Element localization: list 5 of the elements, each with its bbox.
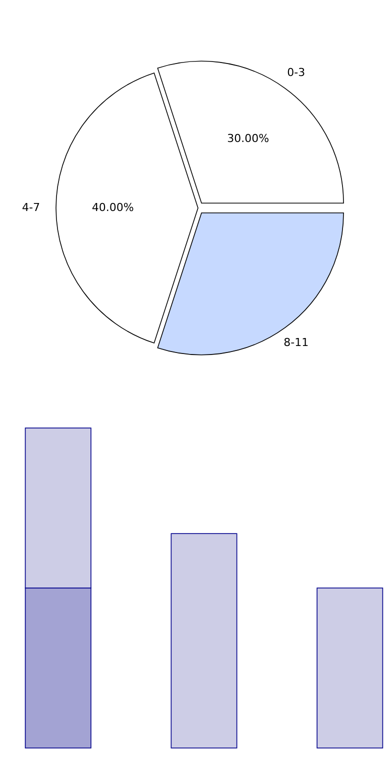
data-label: 30.00% (227, 132, 270, 146)
slice-label: 0-3 (287, 66, 306, 79)
data-label: 40.00% (92, 201, 134, 214)
slice-label: 8-11 (284, 336, 309, 350)
slice-label: 4-7 (22, 201, 40, 214)
